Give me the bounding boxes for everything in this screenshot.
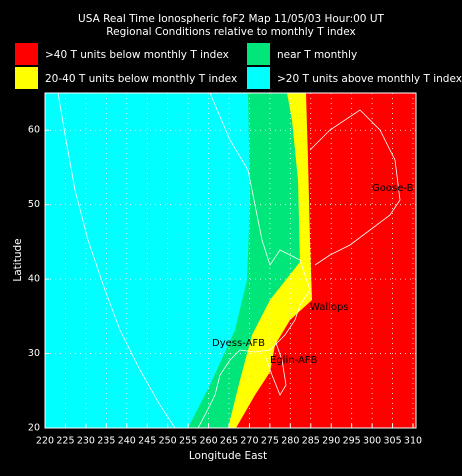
x-tick-label: 220: [36, 436, 54, 447]
legend-swatch: [247, 67, 270, 89]
regions: [45, 93, 416, 428]
y-tick-label: 50: [28, 199, 40, 210]
x-tick-label: 260: [199, 436, 217, 447]
legend-swatch: [15, 43, 38, 65]
coastline: [264, 339, 287, 396]
subtitle: Regional Conditions relative to monthly …: [106, 26, 355, 38]
plot-frame: [44, 92, 417, 429]
x-tick-label: 245: [138, 436, 156, 447]
x-tick-label: 235: [97, 436, 115, 447]
x-tick-label: 275: [261, 436, 279, 447]
legend-label: >20 T units above monthly T index: [277, 73, 462, 85]
x-tick-label: 300: [363, 436, 381, 447]
x-tick-label: 250: [159, 436, 177, 447]
x-tick-label: 255: [179, 436, 197, 447]
y-tick-label: 60: [28, 125, 40, 136]
x-tick-label: 290: [322, 436, 340, 447]
x-tick-label: 285: [302, 436, 320, 447]
legend-label: 20-40 T units below monthly T index: [45, 73, 237, 85]
y-axis-label: Latitude: [12, 238, 24, 281]
region-below-40: [236, 93, 416, 428]
station-label: Wallops: [310, 302, 349, 313]
station-label: Eglin-AFB: [270, 355, 318, 366]
x-tick-label: 230: [77, 436, 95, 447]
coastlines: [57, 92, 401, 429]
legend-swatch: [247, 43, 270, 65]
grid: [44, 93, 416, 429]
x-tick-label: 225: [56, 436, 74, 447]
x-axis-label: Longitude East: [189, 450, 267, 462]
x-tick-label: 305: [383, 436, 401, 447]
station-label: Dyess-AFB: [212, 338, 265, 349]
station-label: Goose-B: [372, 183, 414, 194]
y-tick-label: 30: [28, 348, 40, 359]
x-tick-label: 270: [240, 436, 258, 447]
x-tick-label: 265: [220, 436, 238, 447]
coastline: [309, 109, 401, 266]
x-tick-label: 280: [281, 436, 299, 447]
x-tick-label: 310: [404, 436, 422, 447]
legend: >40 T units below monthly T index 20-40 T…: [15, 43, 462, 89]
y-tick-label: 40: [28, 274, 40, 285]
legend-label: near T monthly: [277, 49, 357, 61]
legend-label: >40 T units below monthly T index: [45, 49, 229, 61]
title: USA Real Time Ionospheric foF2 Map 11/05…: [78, 13, 384, 25]
x-tick-label: 240: [118, 436, 136, 447]
legend-swatch: [15, 67, 38, 89]
x-tick-label: 295: [343, 436, 361, 447]
coastline: [197, 92, 311, 429]
y-tick-label: 20: [28, 423, 40, 434]
coastline: [57, 92, 176, 429]
